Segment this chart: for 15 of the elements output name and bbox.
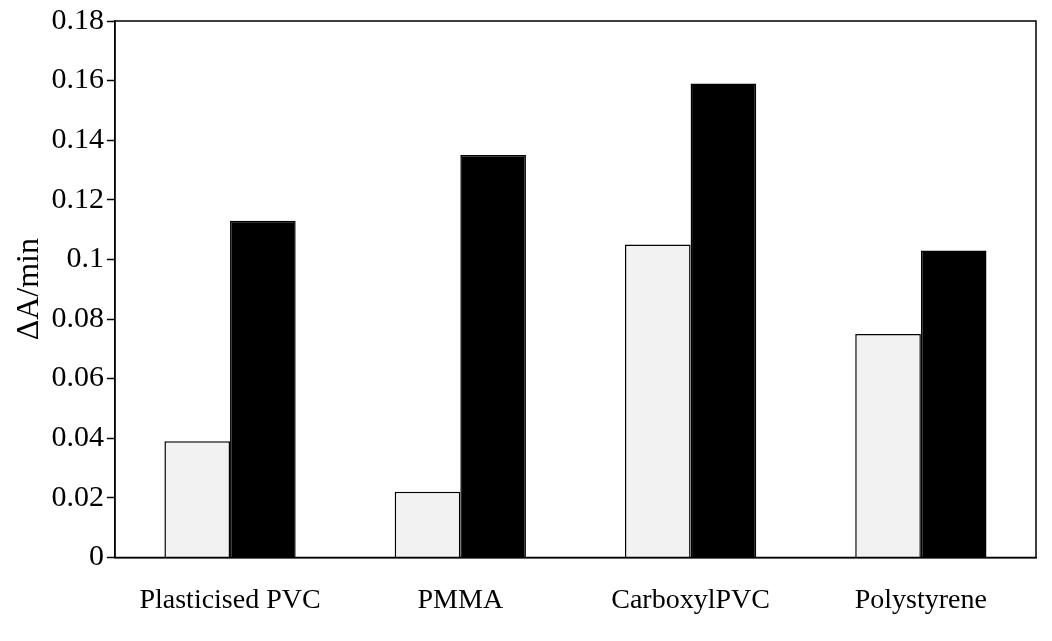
- y-tick-label: 0.18: [51, 1, 104, 35]
- y-tick-label: 0.12: [51, 180, 104, 214]
- x-tick-label: CarboxylPVC: [611, 582, 770, 614]
- y-axis-title: ΔA/min: [8, 238, 45, 341]
- y-tick-label: 0.02: [51, 478, 104, 512]
- y-tick-label: 0.14: [51, 121, 104, 155]
- x-tick-label: PMMA: [417, 582, 504, 614]
- y-tick-label: 0.04: [51, 419, 104, 453]
- y-tick-label: 0: [88, 538, 104, 572]
- y-tick-label: 0.06: [51, 359, 104, 393]
- y-tick-label: 0.08: [51, 299, 104, 333]
- y-tick-label: 0.16: [51, 61, 104, 95]
- y-tick-label: 0.1: [66, 240, 104, 274]
- x-tick-label: Plasticised PVC: [139, 582, 321, 614]
- x-tick-label: Polystyrene: [854, 582, 987, 614]
